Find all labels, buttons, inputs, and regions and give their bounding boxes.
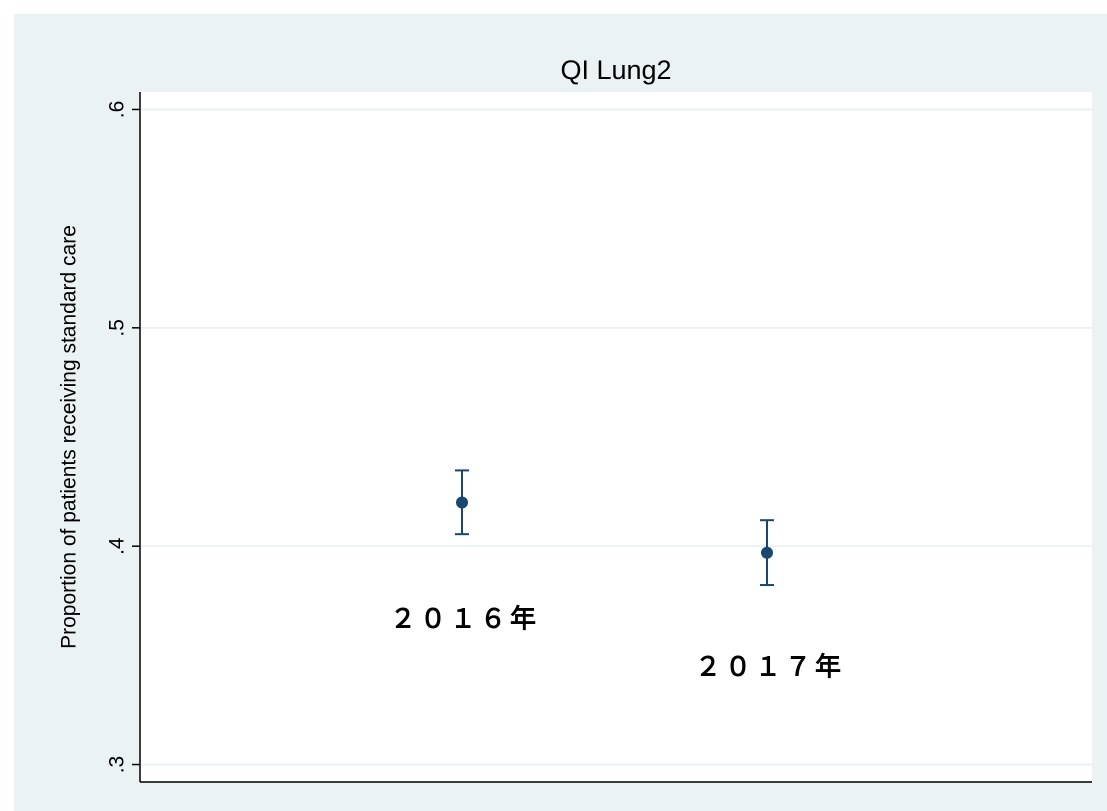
y-tick-label: .5 <box>106 319 129 337</box>
category-label: ２０１７年 <box>695 652 845 683</box>
y-tick-label: .4 <box>106 537 129 555</box>
y-tick-label: .6 <box>106 101 129 119</box>
point <box>456 496 468 509</box>
category-label: ２０１６年 <box>390 604 540 635</box>
point <box>761 546 773 559</box>
plot-area <box>140 92 1092 782</box>
y-tick-label: .3 <box>106 756 129 774</box>
y-axis-title: Proportion of patients receiving standar… <box>58 225 81 649</box>
chart-title: QI Lung2 <box>560 55 671 85</box>
